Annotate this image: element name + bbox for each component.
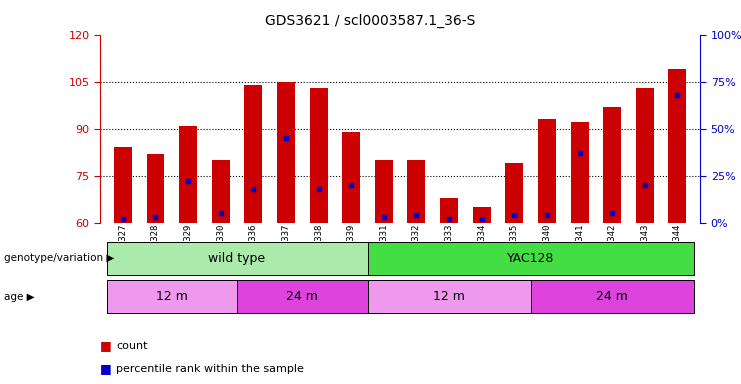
Bar	[237, 280, 368, 313]
Text: 24 m: 24 m	[597, 290, 628, 303]
Bar	[368, 280, 531, 313]
Text: 12 m: 12 m	[433, 290, 465, 303]
Bar	[473, 207, 491, 223]
Text: percentile rank within the sample: percentile rank within the sample	[116, 364, 305, 374]
Bar	[408, 160, 425, 223]
Text: genotype/variation ▶: genotype/variation ▶	[4, 253, 114, 263]
Bar	[179, 126, 197, 223]
Text: 12 m: 12 m	[156, 290, 187, 303]
Bar	[114, 147, 132, 223]
Bar	[368, 242, 694, 275]
Text: GDS3621 / scl0003587.1_36-S: GDS3621 / scl0003587.1_36-S	[265, 13, 476, 28]
Bar	[310, 88, 328, 223]
Text: 24 m: 24 m	[286, 290, 318, 303]
Bar	[107, 280, 237, 313]
Bar	[505, 163, 523, 223]
Text: YAC128: YAC128	[507, 252, 554, 265]
Text: wild type: wild type	[208, 252, 265, 265]
Bar	[212, 160, 230, 223]
Bar	[147, 154, 165, 223]
Bar	[107, 242, 368, 275]
Text: age ▶: age ▶	[4, 291, 34, 302]
Bar	[342, 132, 360, 223]
Bar	[375, 160, 393, 223]
Bar	[636, 88, 654, 223]
Bar	[571, 122, 588, 223]
Bar	[277, 82, 295, 223]
Text: count: count	[116, 341, 148, 351]
Bar	[245, 85, 262, 223]
Bar	[531, 280, 694, 313]
Bar	[440, 198, 458, 223]
Text: ■: ■	[100, 362, 112, 375]
Text: ■: ■	[100, 339, 112, 352]
Bar	[603, 107, 621, 223]
Bar	[668, 69, 686, 223]
Bar	[538, 119, 556, 223]
